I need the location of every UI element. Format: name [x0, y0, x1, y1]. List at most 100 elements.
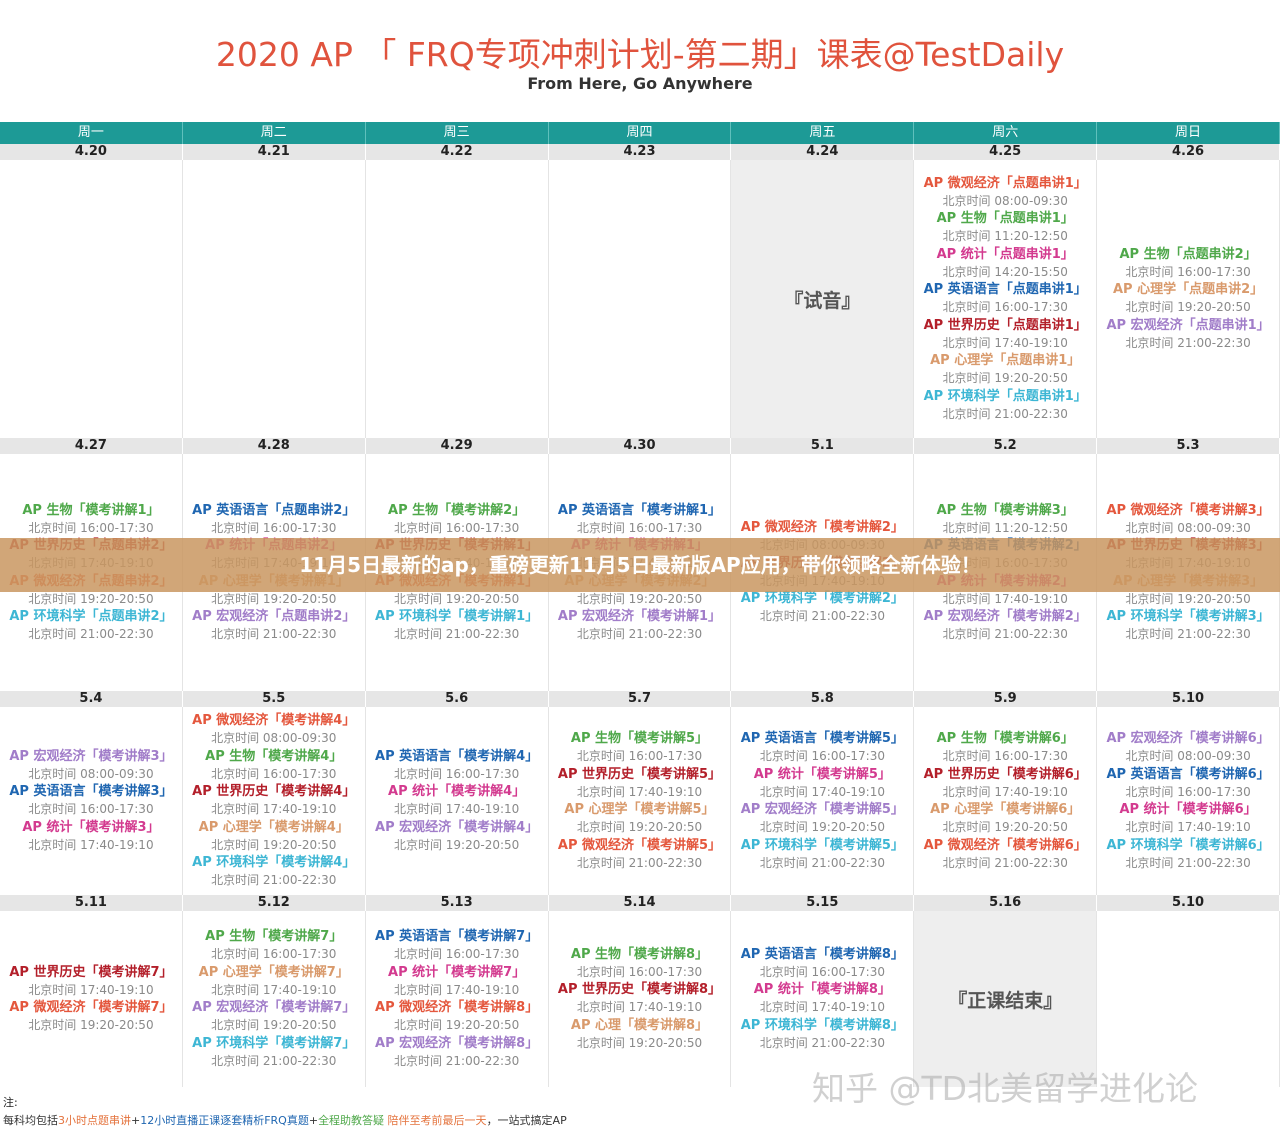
weekday-header: 周一 — [0, 122, 183, 144]
watermark: 知乎 @TD北美留学进化论 — [812, 1069, 1199, 1108]
course-name: AP 环境科学「模考讲解6」 — [1106, 837, 1270, 853]
course-name: AP 世界历史「模考讲解7」 — [9, 964, 173, 980]
course-name: AP 心理学「模考讲解7」 — [198, 964, 349, 980]
course-name: AP 微观经济「模考讲解3」 — [1106, 502, 1270, 518]
date-cell: 4.30 — [548, 438, 732, 454]
course-time: 北京时间 16:00-17:30 — [1125, 784, 1251, 799]
course-name: AP 统计「点题串讲1」 — [936, 246, 1074, 262]
course-time: 北京时间 16:00-17:30 — [211, 947, 337, 961]
weekday-header: 周二 — [182, 122, 366, 144]
course-time: 北京时间 19:20-20:50 — [28, 1018, 154, 1032]
date-cell: 5.2 — [914, 438, 1098, 454]
title: 2020 AP 「 FRQ专项冲刺计划-第二期」课表@TestDaily — [215, 35, 1065, 74]
course-name: AP 生物「点题串讲2」 — [1119, 246, 1257, 262]
course-time: 北京时间 21:00-22:30 — [28, 627, 154, 641]
course-time: 北京时间 11:20-12:50 — [942, 229, 1068, 244]
course-time: 北京时间 14:20-15:50 — [942, 264, 1068, 279]
course-name: AP 宏观经济「模考讲解8」 — [375, 1035, 539, 1051]
course-name: AP 英语语言「模考讲解7」 — [375, 929, 539, 944]
course-time: 北京时间 19:20-20:50 — [576, 820, 703, 834]
course-time: 北京时间 17:40-19:10 — [942, 591, 1068, 606]
course-name: AP 宏观经济「模考讲解1」 — [557, 609, 722, 624]
date-cell: 5.14 — [548, 895, 732, 911]
day-cell: AP 世界历史「模考讲解7」 北京时间 17:40-19:10 AP 微观经济「模考… — [0, 911, 183, 1087]
course-time: 北京时间 17:40-19:10 — [759, 784, 885, 799]
course-time: 北京时间 21:00-22:30 — [576, 627, 703, 641]
course-time: 北京时间 17:40-19:10 — [576, 784, 703, 799]
course-name: AP 环境科学「模考讲解5」 — [740, 837, 904, 853]
course-name: AP 英语语言「模考讲解6」 — [1106, 766, 1270, 782]
course-time: 北京时间 17:40-19:10 — [393, 982, 520, 997]
course-time: 北京时间 19:20-20:50 — [1125, 591, 1251, 606]
course-time: 北京时间 21:00-22:30 — [759, 1035, 885, 1050]
day-cell: AP 英语语言「模考讲解4」 北京时间 16:00-17:30 AP 统计「模考讲解… — [366, 707, 549, 895]
course-time: 北京时间 19:20-20:50 — [211, 837, 337, 852]
course-name: AP 生物「模考讲解8」 — [570, 946, 709, 962]
footer-part: 全程助教答疑 — [318, 1114, 385, 1127]
course-time: 北京时间 16:00-17:30 — [28, 520, 154, 535]
date-cell: 5.4 — [0, 691, 183, 707]
course-name: AP 世界历史「模考讲解5」 — [557, 766, 722, 782]
course-time: 北京时间 21:00-22:30 — [393, 1053, 520, 1068]
day-cell — [1097, 911, 1280, 1087]
course-name: AP 环境科学「模考讲解3」 — [1106, 609, 1270, 624]
weekday-header: 周日 — [1097, 122, 1280, 144]
course-name: AP 英语语言「模考讲解3」 — [9, 784, 173, 800]
course-time: 北京时间 16:00-17:30 — [942, 300, 1068, 315]
course-time: 北京时间 21:00-22:30 — [942, 627, 1068, 641]
course-time: 北京时间 19:20-20:50 — [211, 1018, 337, 1032]
date-cell: 4.29 — [365, 438, 549, 454]
course-name: AP 生物「模考讲解3」 — [936, 502, 1074, 518]
course-time: 北京时间 21:00-22:30 — [211, 627, 337, 641]
subtitle: From Here, Go Anywhere — [527, 74, 753, 93]
date-cell: 4.24 — [731, 144, 915, 160]
course-name: AP 统计「模考讲解4」 — [388, 784, 526, 800]
date-cell: 4.25 — [914, 144, 1098, 160]
course-name: AP 世界历史「模考讲解8」 — [557, 982, 722, 998]
course-name: AP 环境科学「模考讲解8」 — [740, 1017, 904, 1033]
weekday-header: 周三 — [365, 122, 549, 144]
footer-part: 3小时点题串讲 — [58, 1114, 131, 1127]
date-cell: 4.28 — [182, 438, 366, 454]
footer-part: + — [131, 1114, 141, 1127]
course-time: 北京时间 21:00-22:30 — [1125, 855, 1251, 870]
course-time: 北京时间 08:00-09:30 — [211, 731, 337, 746]
course-name: AP 微观经济「模考讲解4」 — [192, 713, 356, 729]
date-cell: 4.22 — [365, 144, 549, 160]
day-cell — [0, 160, 183, 438]
course-time: 北京时间 17:40-19:10 — [211, 982, 337, 997]
course-name: AP 环境科学「模考讲解2」 — [740, 591, 904, 607]
day-cell: AP 生物「点题串讲2」 北京时间 16:00-17:30 AP 心理学「点题串讲2… — [1097, 160, 1280, 438]
course-time: 北京时间 17:40-19:10 — [28, 837, 154, 852]
course-time: 北京时间 21:00-22:30 — [759, 855, 885, 870]
day-cell — [549, 160, 732, 438]
course-name: AP 宏观经济「模考讲解4」 — [375, 819, 539, 835]
course-time: 北京时间 17:40-19:10 — [759, 1000, 885, 1015]
course-name: AP 英语语言「点题串讲1」 — [923, 282, 1087, 298]
course-name: AP 微观经济「模考讲解7」 — [9, 1000, 173, 1015]
course-name: AP 英语语言「模考讲解5」 — [740, 731, 904, 746]
course-name: AP 统计「模考讲解7」 — [388, 964, 526, 980]
course-name: AP 微观经济「模考讲解2」 — [740, 520, 904, 536]
course-time: 北京时间 19:20-20:50 — [211, 591, 337, 606]
course-name: AP 宏观经济「模考讲解7」 — [192, 1000, 356, 1015]
course-name: AP 英语语言「模考讲解1」 — [557, 502, 722, 518]
course-name: AP 统计「模考讲解3」 — [22, 819, 160, 835]
course-time: 北京时间 21:00-22:30 — [1125, 335, 1251, 350]
footer-part: + — [308, 1114, 319, 1127]
course-time: 北京时间 17:40-19:10 — [1125, 820, 1251, 834]
course-name: AP 环境科学「模考讲解4」 — [192, 855, 356, 871]
weekday-header: 周四 — [548, 122, 732, 144]
course-time: 北京时间 17:40-19:10 — [942, 335, 1068, 350]
course-name: AP 微观经济「模考讲解5」 — [557, 837, 722, 853]
course-time: 北京时间 21:00-22:30 — [211, 1053, 337, 1068]
course-time: 北京时间 21:00-22:30 — [576, 855, 703, 870]
footer-note: 注: — [3, 1096, 18, 1109]
course-name: AP 生物「模考讲解7」 — [205, 929, 343, 944]
course-time: 北京时间 17:40-19:10 — [942, 784, 1068, 799]
course-time: 北京时间 19:20-20:50 — [576, 591, 703, 606]
course-time: 北京时间 16:00-17:30 — [759, 749, 885, 763]
course-time: 北京时间 19:20-20:50 — [393, 837, 520, 852]
course-time: 北京时间 17:40-19:10 — [211, 802, 337, 817]
